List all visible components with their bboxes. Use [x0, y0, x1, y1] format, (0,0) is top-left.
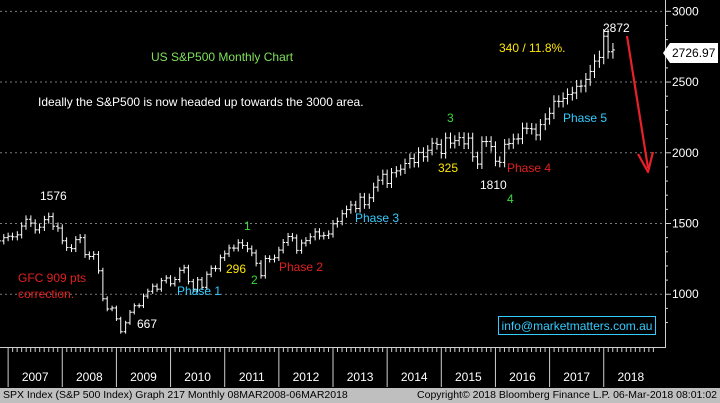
ytick-label-3000: 3000 — [672, 4, 699, 18]
footer-source: SPX Index (S&P 500 Index) Graph 217 Mont… — [3, 389, 348, 401]
last-price-tag: 2726.97 — [663, 43, 718, 63]
label-phase-3: Phase 3 — [355, 211, 399, 225]
label-wave-2: 2 — [251, 273, 258, 287]
year-label-2014: 2014 — [401, 370, 428, 384]
year-label-2016: 2016 — [509, 370, 536, 384]
year-label-2013: 2013 — [347, 370, 374, 384]
year-label-2007: 2007 — [22, 370, 49, 384]
label-gfc-line2: correction. — [18, 287, 74, 301]
year-label-2010: 2010 — [184, 370, 211, 384]
label-340: 340 / 11.8%. — [499, 41, 566, 55]
label-325: 325 — [438, 161, 458, 175]
annotations: US S&P500 Monthly Chart Ideally the S&P50… — [18, 21, 655, 331]
label-gfc-line1: GFC 909 pts — [18, 271, 86, 285]
x-axis-ticks: 2007 2008 2009 2010 2011 2012 2013 2014 2015 2016… — [7, 348, 654, 387]
year-label-2009: 2009 — [130, 370, 157, 384]
down-arrow — [625, 35, 655, 174]
down-arrow-head — [637, 151, 655, 174]
year-label-2018: 2018 — [617, 370, 644, 384]
label-phase-5: Phase 5 — [563, 111, 607, 125]
label-wave-4: 4 — [507, 192, 514, 206]
label-peak-2872: 2872 — [603, 21, 630, 35]
chart-footer: SPX Index (S&P 500 Index) Graph 217 Mont… — [0, 388, 720, 403]
ytick-label-1000: 1000 — [672, 287, 699, 301]
year-label-2008: 2008 — [76, 370, 103, 384]
email-label: info@marketmatters.com.au — [498, 316, 656, 335]
label-low-667: 667 — [137, 317, 157, 331]
label-phase-2: Phase 2 — [279, 260, 323, 274]
y-axis-ticks: 1000 1500 2000 2500 3000 — [666, 4, 699, 324]
ytick-label-1500: 1500 — [672, 217, 699, 231]
label-296: 296 — [226, 262, 246, 276]
gridlines — [0, 10, 666, 295]
price-bars — [0, 29, 615, 334]
label-wave-1: 1 — [244, 219, 251, 233]
footer-copyright: Copyright© 2018 Bloomberg Finance L.P. 0… — [417, 389, 717, 401]
ytick-label-2000: 2000 — [672, 146, 699, 160]
year-label-2017: 2017 — [563, 370, 590, 384]
label-low-1810: 1810 — [480, 178, 507, 192]
down-arrow-shaft — [625, 35, 650, 169]
label-phase-4: Phase 4 — [507, 161, 551, 175]
label-phase-1: Phase 1 — [177, 284, 221, 298]
ytick-label-2500: 2500 — [672, 75, 699, 89]
chart-subtitle: Ideally the S&P500 is now headed up towa… — [38, 95, 364, 109]
year-label-2015: 2015 — [455, 370, 482, 384]
year-label-2011: 2011 — [239, 370, 265, 384]
label-peak-1576: 1576 — [40, 189, 67, 203]
label-wave-3: 3 — [447, 111, 454, 125]
chart-title: US S&P500 Monthly Chart — [151, 50, 294, 64]
year-label-2012: 2012 — [293, 370, 320, 384]
